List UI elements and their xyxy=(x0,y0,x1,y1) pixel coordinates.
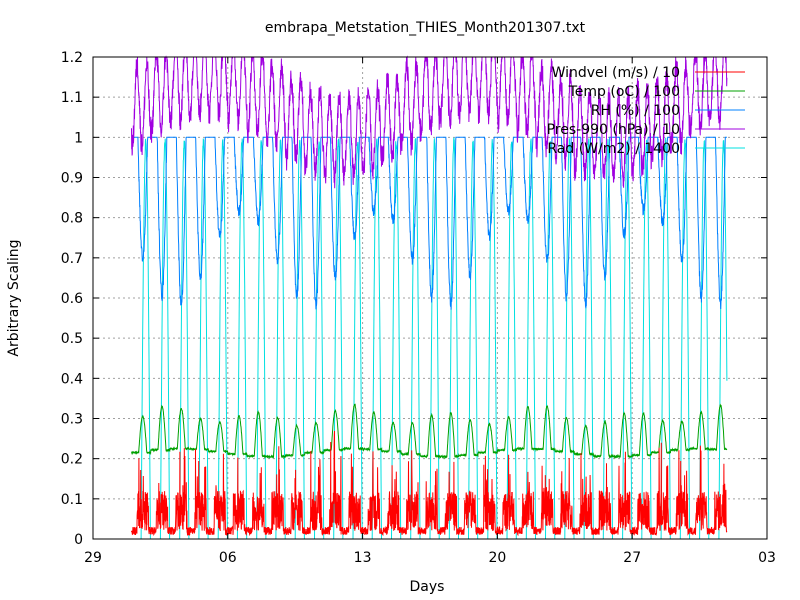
y-tick-label: 0.5 xyxy=(61,331,83,347)
y-axis-label: Arbitrary Scaling xyxy=(6,239,22,356)
y-tick-label: 0 xyxy=(74,532,83,548)
x-tick-label: 06 xyxy=(219,550,237,566)
legend-label: Windvel (m/s) / 10 xyxy=(552,65,680,81)
series-line-2 xyxy=(131,136,727,310)
y-tick-label: 0.1 xyxy=(61,492,83,508)
legend-label: Pres-990 (hPa) / 10 xyxy=(547,122,680,138)
x-tick-label: 29 xyxy=(84,550,102,566)
series-line-0 xyxy=(131,430,728,537)
y-tick-label: 0.4 xyxy=(61,371,83,387)
x-tick-label: 27 xyxy=(623,550,641,566)
y-tick-label: 0.7 xyxy=(61,251,83,267)
y-tick-label: 0.6 xyxy=(61,291,83,307)
y-tick-label: 0.9 xyxy=(61,171,83,187)
y-tick-label: 0.3 xyxy=(61,412,83,428)
x-tick-label: 20 xyxy=(488,550,506,566)
y-tick-label: 0.8 xyxy=(61,211,83,227)
series-line-1 xyxy=(131,403,728,460)
x-axis-label: Days xyxy=(410,579,445,595)
series-line-3 xyxy=(131,55,728,189)
y-tick-label: 0.2 xyxy=(61,452,83,468)
legend: Windvel (m/s) / 10 Temp (oC) / 100 RH (%) … xyxy=(547,65,745,157)
y-tick-label: 1 xyxy=(74,130,83,146)
legend-label: RH (%) / 100 xyxy=(591,103,680,119)
chart-title: embrapa_Metstation_THIES_Month201307.txt xyxy=(265,20,586,36)
x-tick-label: 13 xyxy=(354,550,372,566)
x-tick-label: 03 xyxy=(758,550,776,566)
grid xyxy=(93,57,767,539)
legend-label: Rad (W/m2) / 1400 xyxy=(547,141,680,157)
y-tick-label: 1.2 xyxy=(61,50,83,66)
legend-label: Temp (oC) / 100 xyxy=(568,84,680,100)
axis-ticks: 0 0.1 0.2 0.3 0.4 0.5 0.6 0.7 0.8 0.9 1 1.1 1.2 29 06 1… xyxy=(61,50,776,566)
y-tick-label: 1.1 xyxy=(61,90,83,106)
